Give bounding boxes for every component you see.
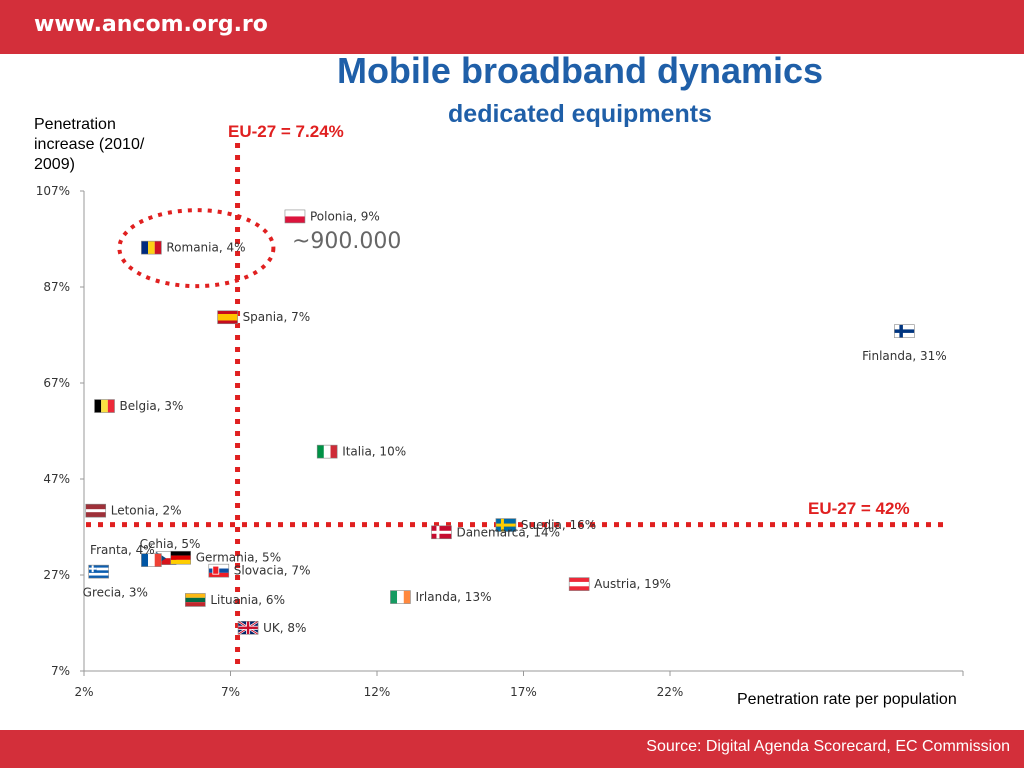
finland-flag-icon (894, 324, 915, 338)
y-tick-label: 87% (43, 280, 70, 294)
point-label: Slovacia, 7% (234, 564, 311, 578)
y-tick-label: 67% (43, 376, 70, 390)
point-label: Franta, 4% (90, 543, 155, 557)
point-label: Belgia, 3% (120, 399, 184, 413)
eu-average-y-label: EU-27 = 42% (808, 499, 910, 518)
point-label: Spania, 7% (243, 310, 311, 324)
point-label: Grecia, 3% (83, 586, 148, 600)
y-tick-label: 47% (43, 472, 70, 486)
x-axis-label: Penetration rate per population (737, 691, 957, 708)
x-tick-label: 12% (364, 685, 391, 699)
source-note: Source: Digital Agenda Scorecard, EC Com… (646, 738, 1010, 755)
austria-flag-icon (568, 577, 590, 591)
chart-subtitle: dedicated equipments (448, 100, 712, 128)
germany-flag-icon (170, 550, 191, 565)
x-tick-label: 7% (221, 685, 240, 699)
italy-flag-icon (316, 444, 338, 459)
x-tick-label: 22% (657, 685, 684, 699)
chart-title: Mobile broadband dynamics (336, 50, 824, 91)
x-tick-label: 17% (510, 685, 537, 699)
ireland-flag-icon (390, 590, 411, 604)
belgium-flag-icon (94, 399, 115, 413)
point-label: Germania, 5% (196, 551, 281, 565)
point-label: Letonia, 2% (111, 504, 182, 518)
y-tick-label: 107% (36, 184, 70, 198)
point-label: Italia, 10% (342, 445, 406, 459)
point-label: Cehia, 5% (140, 537, 201, 551)
point-label: Suedia, 16% (521, 518, 596, 532)
france-flag-icon (141, 553, 162, 567)
sweden-flag-icon (495, 518, 517, 532)
site-url: www.ancom.org.ro (34, 12, 268, 37)
point-label: Lituania, 6% (210, 593, 285, 607)
x-tick-label: 2% (74, 685, 93, 699)
y-tick-label: 27% (43, 568, 70, 582)
point-label: UK, 8% (263, 621, 306, 635)
spain-flag-icon (217, 310, 238, 325)
latvia-flag-icon (85, 503, 107, 518)
point-label: Danemarca, 14% (456, 525, 560, 539)
y-tick-label: 7% (51, 664, 70, 678)
uk-flag-icon (237, 620, 259, 636)
greece-flag-icon (88, 564, 109, 579)
highlight-ellipse (117, 208, 276, 289)
poland-flag-icon (284, 209, 306, 224)
y-axis-label: Penetration increase (2010/ 2009) (34, 116, 145, 173)
point-label: Irlanda, 13% (415, 590, 491, 604)
point-label: Romania, 4% (166, 241, 245, 255)
point-label: Finlanda, 31% (862, 349, 947, 363)
point-label: Austria, 19% (594, 577, 671, 591)
lithuania-flag-icon (185, 593, 206, 607)
romania-annotation: ~900.000 (292, 229, 402, 254)
denmark-flag-icon (431, 525, 452, 540)
slovakia-flag-icon (208, 563, 230, 578)
point-label: Polonia, 9% (310, 209, 380, 223)
romania-flag-icon (141, 240, 162, 255)
footer-bar: Source: Digital Agenda Scorecard, EC Com… (0, 730, 1024, 768)
eu-average-x-label: EU-27 = 7.24% (228, 122, 344, 141)
scatter-chart: 107% 87% 67% 47% 27% 7% 2% 7% 12% 17% 22% Polonia, … (36, 143, 964, 699)
header-bar: www.ancom.org.ro (0, 0, 1024, 54)
